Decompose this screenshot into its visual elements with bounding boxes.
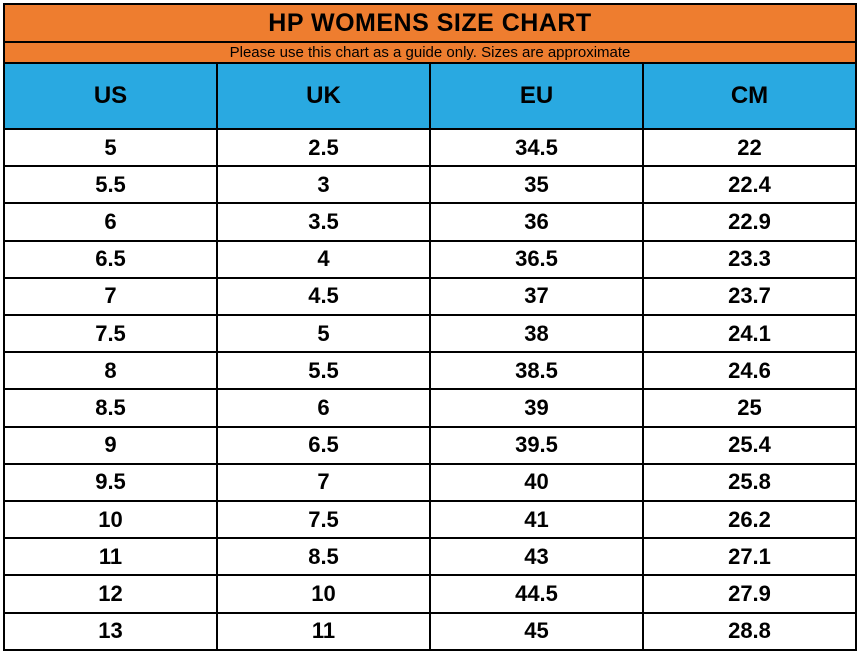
- size-cell-eu: 34.5: [429, 127, 644, 168]
- table-row: 5 2.5 34.5 22: [3, 127, 857, 168]
- size-cell-cm: 24.1: [642, 314, 857, 354]
- size-cell-uk: 10: [216, 574, 431, 614]
- size-cell-uk: 7.5: [216, 500, 431, 540]
- size-cell-cm: 25.4: [642, 425, 857, 465]
- table-row: 13 11 45 28.8: [3, 611, 857, 652]
- size-cell-us: 13: [3, 611, 218, 652]
- size-cell-us: 9.5: [3, 462, 218, 503]
- table-row: 8.5 6 39 25: [3, 388, 857, 428]
- size-cell-cm: 23.3: [642, 239, 857, 279]
- size-cell-cm: 28.8: [642, 611, 857, 652]
- size-cell-uk: 4.5: [216, 276, 431, 317]
- column-header-cm: CM: [642, 62, 857, 130]
- size-cell-uk: 3: [216, 165, 431, 205]
- size-cell-uk: 11: [216, 611, 431, 652]
- column-header-row: US UK EU CM: [3, 62, 857, 130]
- table-head: HP WOMENS SIZE CHART Please use this cha…: [3, 3, 857, 130]
- size-cell-uk: 4: [216, 239, 431, 279]
- size-cell-eu: 45: [429, 611, 644, 652]
- size-cell-eu: 39.5: [429, 425, 644, 465]
- table-row: 7.5 5 38 24.1: [3, 314, 857, 354]
- size-cell-cm: 24.6: [642, 351, 857, 391]
- size-cell-eu: 39: [429, 388, 644, 428]
- size-cell-us: 11: [3, 537, 218, 577]
- size-cell-uk: 5.5: [216, 351, 431, 391]
- size-cell-eu: 43: [429, 537, 644, 577]
- table-row: 5.5 3 35 22.4: [3, 165, 857, 205]
- size-cell-eu: 37: [429, 276, 644, 317]
- table-row: 6 3.5 36 22.9: [3, 202, 857, 242]
- size-cell-uk: 8.5: [216, 537, 431, 577]
- size-cell-eu: 36.5: [429, 239, 644, 279]
- size-cell-us: 7.5: [3, 314, 218, 354]
- size-cell-cm: 23.7: [642, 276, 857, 317]
- size-cell-cm: 22.9: [642, 202, 857, 242]
- size-cell-uk: 3.5: [216, 202, 431, 242]
- column-header-us: US: [3, 62, 218, 130]
- size-cell-us: 8: [3, 351, 218, 391]
- size-cell-eu: 36: [429, 202, 644, 242]
- column-header-eu: EU: [429, 62, 644, 130]
- table-row: 11 8.5 43 27.1: [3, 537, 857, 577]
- chart-title: HP WOMENS SIZE CHART: [3, 3, 857, 43]
- size-cell-us: 10: [3, 500, 218, 540]
- size-cell-eu: 40: [429, 462, 644, 503]
- size-cell-cm: 25: [642, 388, 857, 428]
- size-cell-us: 5.5: [3, 165, 218, 205]
- size-cell-cm: 25.8: [642, 462, 857, 503]
- size-cell-us: 12: [3, 574, 218, 614]
- table-row: 12 10 44.5 27.9: [3, 574, 857, 614]
- column-header-uk: UK: [216, 62, 431, 130]
- chart-subtitle: Please use this chart as a guide only. S…: [3, 41, 857, 64]
- size-cell-uk: 5: [216, 314, 431, 354]
- size-cell-us: 9: [3, 425, 218, 465]
- subtitle-row: Please use this chart as a guide only. S…: [3, 41, 857, 64]
- size-cell-cm: 26.2: [642, 500, 857, 540]
- size-cell-us: 6: [3, 202, 218, 242]
- table-row: 7 4.5 37 23.7: [3, 276, 857, 317]
- size-cell-us: 5: [3, 127, 218, 168]
- size-cell-cm: 22: [642, 127, 857, 168]
- table-body: 5 2.5 34.5 22 5.5 3 35 22.4 6 3.5 36 22.9 6.5 4 36.5 23…: [3, 127, 857, 652]
- size-cell-us: 6.5: [3, 239, 218, 279]
- size-chart-table: HP WOMENS SIZE CHART Please use this cha…: [3, 3, 857, 652]
- table-row: 10 7.5 41 26.2: [3, 500, 857, 540]
- table-row: 6.5 4 36.5 23.3: [3, 239, 857, 279]
- title-row: HP WOMENS SIZE CHART: [3, 3, 857, 43]
- size-cell-eu: 41: [429, 500, 644, 540]
- size-cell-eu: 35: [429, 165, 644, 205]
- size-cell-eu: 44.5: [429, 574, 644, 614]
- table-row: 8 5.5 38.5 24.6: [3, 351, 857, 391]
- size-cell-cm: 27.1: [642, 537, 857, 577]
- table-row: 9.5 7 40 25.8: [3, 462, 857, 503]
- size-cell-eu: 38.5: [429, 351, 644, 391]
- table-row: 9 6.5 39.5 25.4: [3, 425, 857, 465]
- size-cell-cm: 27.9: [642, 574, 857, 614]
- size-cell-uk: 6: [216, 388, 431, 428]
- size-cell-uk: 2.5: [216, 127, 431, 168]
- size-cell-cm: 22.4: [642, 165, 857, 205]
- size-cell-uk: 6.5: [216, 425, 431, 465]
- size-cell-us: 8.5: [3, 388, 218, 428]
- size-cell-uk: 7: [216, 462, 431, 503]
- size-cell-us: 7: [3, 276, 218, 317]
- size-cell-eu: 38: [429, 314, 644, 354]
